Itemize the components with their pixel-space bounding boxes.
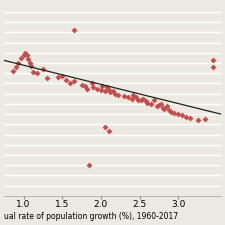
Point xyxy=(95,87,99,90)
Point xyxy=(103,125,107,129)
Point xyxy=(60,74,64,78)
Point xyxy=(56,75,60,79)
Point xyxy=(188,116,192,120)
Point xyxy=(126,96,130,99)
Point xyxy=(173,111,176,115)
Point xyxy=(196,119,199,122)
Point xyxy=(149,102,153,106)
Point xyxy=(25,54,28,57)
Point xyxy=(26,57,30,61)
Point xyxy=(91,86,95,89)
Point xyxy=(99,88,103,92)
Point xyxy=(64,78,68,81)
Point xyxy=(23,51,27,54)
Point xyxy=(28,61,32,65)
Point xyxy=(157,103,161,107)
Point xyxy=(144,99,148,103)
Point xyxy=(180,114,184,117)
Point xyxy=(19,56,23,60)
Point xyxy=(184,115,188,118)
Point xyxy=(68,82,72,85)
Point xyxy=(45,76,49,80)
Point xyxy=(72,28,76,32)
Point xyxy=(160,102,163,106)
Point xyxy=(132,93,135,97)
Point xyxy=(107,88,110,92)
Point xyxy=(101,84,104,88)
Point xyxy=(169,110,172,113)
Point xyxy=(130,97,134,101)
Point xyxy=(103,89,107,93)
Point xyxy=(90,82,93,85)
Point xyxy=(85,87,89,90)
Point xyxy=(165,105,169,108)
Point xyxy=(122,94,126,98)
Point xyxy=(161,106,165,110)
Point xyxy=(204,117,207,121)
Point xyxy=(113,92,117,95)
Point xyxy=(88,163,91,167)
Point xyxy=(107,129,110,133)
X-axis label: ual rate of population growth (%), 1960-2017: ual rate of population growth (%), 1960-… xyxy=(4,212,178,221)
Point xyxy=(72,79,76,83)
Point xyxy=(36,71,39,75)
Point xyxy=(105,86,109,89)
Point xyxy=(155,105,158,108)
Point xyxy=(167,108,171,112)
Point xyxy=(142,97,145,101)
Point xyxy=(134,96,137,99)
Point xyxy=(176,112,180,116)
Point xyxy=(12,69,15,72)
Point xyxy=(111,89,114,93)
Point xyxy=(136,98,140,102)
Point xyxy=(108,90,112,94)
Point xyxy=(116,93,120,97)
Point xyxy=(29,64,33,67)
Point xyxy=(41,68,45,71)
Point xyxy=(211,58,215,62)
Point xyxy=(16,61,20,65)
Point xyxy=(139,98,143,102)
Point xyxy=(211,65,215,69)
Point xyxy=(152,98,155,102)
Point xyxy=(146,101,149,104)
Point xyxy=(14,65,18,69)
Point xyxy=(22,54,25,57)
Point xyxy=(31,70,35,74)
Point xyxy=(84,84,87,88)
Point xyxy=(162,107,166,111)
Point xyxy=(80,83,83,86)
